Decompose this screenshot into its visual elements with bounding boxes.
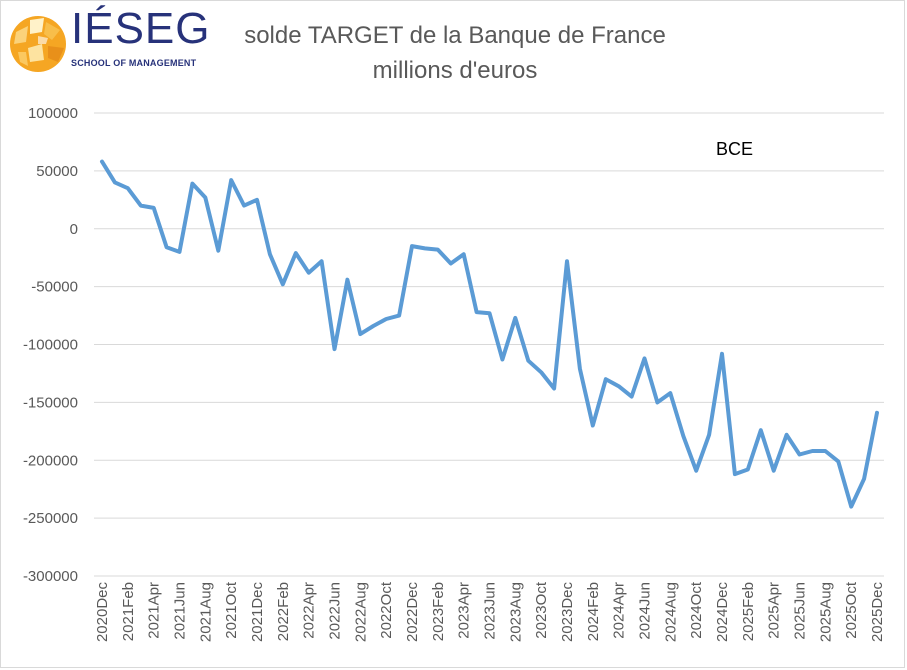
y-axis-ticks: 100000 50000 0 -50000 -100000 -150000 -200000 -… <box>23 105 78 585</box>
x-tick-label: 2023Feb <box>430 582 447 641</box>
y-tick-label: -250000 <box>23 510 78 527</box>
x-tick-label: 2021Jun <box>172 582 189 640</box>
x-tick-label: 2022Dec <box>404 582 421 643</box>
x-tick-label: 2025Oct <box>843 581 860 639</box>
x-tick-label: 2020Dec <box>94 582 111 643</box>
x-tick-label: 2025Jun <box>792 582 809 640</box>
chart-subtitle: millions d'euros <box>372 57 538 84</box>
x-tick-label: 2024Oct <box>688 581 705 639</box>
x-tick-label: 2021Aug <box>197 582 214 642</box>
x-tick-label: 2024Aug <box>662 582 679 642</box>
y-tick-label: 100000 <box>28 105 78 122</box>
logo-subtitle: SCHOOL OF MANAGEMENT <box>71 58 197 68</box>
y-tick-label: -300000 <box>23 568 78 585</box>
y-tick-label: -200000 <box>23 452 78 469</box>
x-tick-label: 2021Feb <box>120 582 137 641</box>
x-tick-label: 2023Oct <box>533 581 550 639</box>
x-tick-label: 2023Jun <box>482 582 499 640</box>
x-tick-label: 2025Feb <box>740 582 757 641</box>
y-tick-label: 50000 <box>36 163 78 180</box>
x-tick-label: 2022Oct <box>378 581 395 639</box>
x-tick-label: 2023Apr <box>456 582 473 639</box>
x-tick-label: 2024Apr <box>611 582 628 639</box>
series-line <box>100 159 879 509</box>
sun-logo-icon <box>10 16 66 72</box>
gridlines <box>94 112 884 577</box>
y-tick-label: 0 <box>70 221 78 238</box>
x-tick-label: 2022Apr <box>301 582 318 639</box>
y-tick-label: -150000 <box>23 394 78 411</box>
x-tick-label: 2021Dec <box>249 582 266 643</box>
x-tick-label: 2022Aug <box>352 582 369 642</box>
x-tick-label: 2025Dec <box>869 582 886 643</box>
x-tick-label: 2025Apr <box>766 582 783 639</box>
x-tick-label: 2024Dec <box>714 582 731 643</box>
x-tick-label: 2022Jun <box>327 582 344 640</box>
x-tick-label: 2021Oct <box>223 581 240 639</box>
x-tick-label: 2023Dec <box>559 582 576 643</box>
annotation-bce: BCE <box>716 139 753 159</box>
x-tick-label: 2022Feb <box>275 582 292 641</box>
ieseg-logo: IÉSEG SCHOOL OF MANAGEMENT <box>8 4 210 76</box>
x-tick-label: 2024Feb <box>585 582 602 641</box>
x-tick-label: 2025Aug <box>817 582 834 642</box>
y-tick-label: -50000 <box>31 279 78 296</box>
y-tick-label: -100000 <box>23 337 78 354</box>
chart-title-block: solde TARGET de la Banque de France mill… <box>215 18 695 88</box>
x-tick-label: 2023Aug <box>507 582 524 642</box>
x-tick-label: 2021Apr <box>146 582 163 639</box>
data-points <box>101 161 878 507</box>
chart-title: solde TARGET de la Banque de France <box>244 22 666 49</box>
x-tick-label: 2024Jun <box>637 582 654 640</box>
x-axis-ticks: 2020Dec 2021Feb 2021Apr 2021Jun 2021Aug 2021O… <box>94 581 886 642</box>
logo-wordmark: IÉSEG <box>71 4 211 53</box>
